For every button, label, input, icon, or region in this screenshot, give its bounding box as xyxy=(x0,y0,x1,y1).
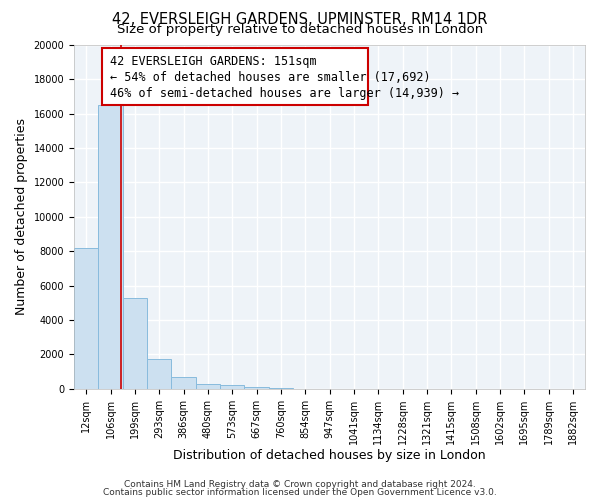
Bar xyxy=(172,376,196,388)
X-axis label: Distribution of detached houses by size in London: Distribution of detached houses by size … xyxy=(173,450,486,462)
Bar xyxy=(74,248,98,388)
Bar xyxy=(196,384,220,388)
Text: ← 54% of detached houses are smaller (17,692): ← 54% of detached houses are smaller (17… xyxy=(110,71,430,84)
Text: Size of property relative to detached houses in London: Size of property relative to detached ho… xyxy=(117,22,483,36)
Y-axis label: Number of detached properties: Number of detached properties xyxy=(15,118,28,316)
Bar xyxy=(98,105,122,389)
Text: 46% of semi-detached houses are larger (14,939) →: 46% of semi-detached houses are larger (… xyxy=(110,87,459,100)
Text: Contains HM Land Registry data © Crown copyright and database right 2024.: Contains HM Land Registry data © Crown c… xyxy=(124,480,476,489)
Bar xyxy=(244,387,269,388)
FancyBboxPatch shape xyxy=(102,48,368,105)
Text: 42 EVERSLEIGH GARDENS: 151sqm: 42 EVERSLEIGH GARDENS: 151sqm xyxy=(110,54,316,68)
Text: 42, EVERSLEIGH GARDENS, UPMINSTER, RM14 1DR: 42, EVERSLEIGH GARDENS, UPMINSTER, RM14 … xyxy=(112,12,488,28)
Bar xyxy=(122,298,147,388)
Bar xyxy=(147,358,172,388)
Text: Contains public sector information licensed under the Open Government Licence v3: Contains public sector information licen… xyxy=(103,488,497,497)
Bar xyxy=(220,386,244,388)
